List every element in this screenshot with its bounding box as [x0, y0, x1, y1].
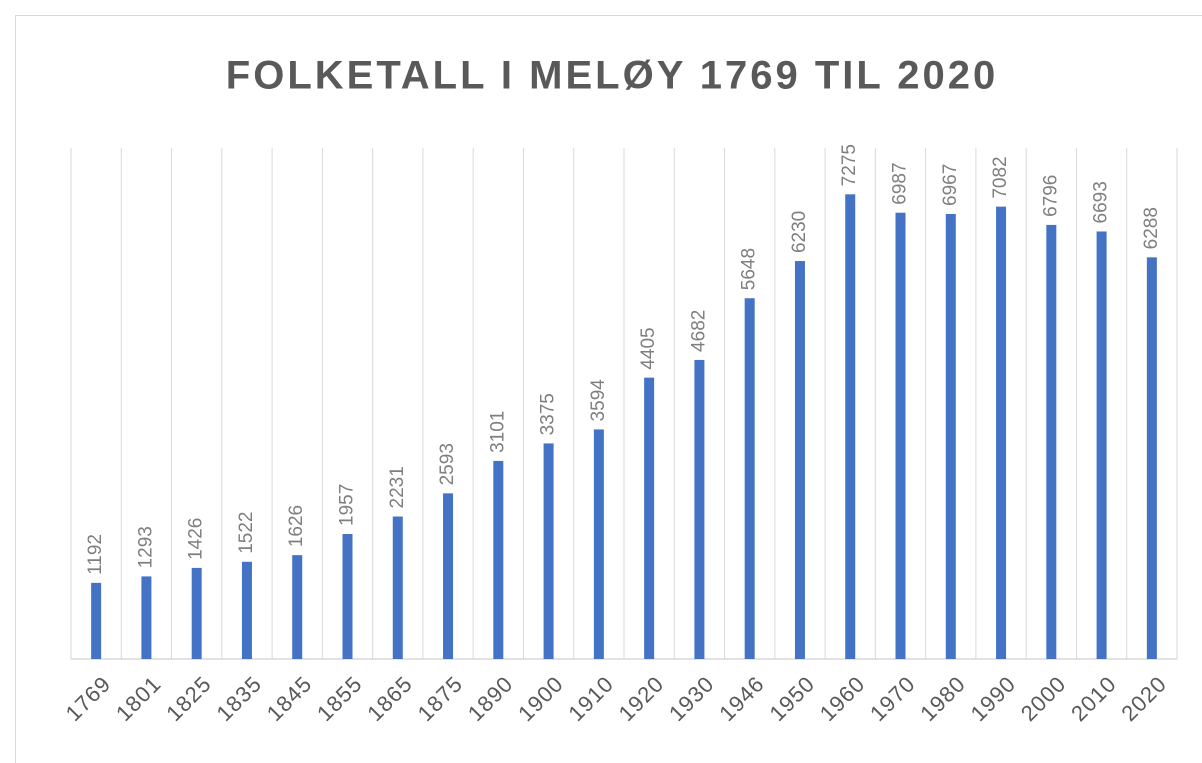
data-label: 6230 [789, 211, 810, 253]
data-label: 1426 [186, 518, 207, 560]
bar [644, 377, 655, 659]
bar [794, 261, 805, 659]
bar [593, 429, 604, 659]
bar [342, 533, 353, 659]
bar [945, 213, 956, 659]
bar [1146, 257, 1157, 659]
bar [1096, 231, 1107, 659]
bar [895, 212, 906, 659]
data-label: 4682 [688, 310, 709, 352]
chart-title: FOLKETALL I MELØY 1769 TIL 2020 [226, 54, 998, 98]
data-label: 3594 [588, 379, 609, 422]
data-label: 6967 [940, 164, 961, 206]
bar [543, 443, 554, 659]
data-label: 5648 [739, 248, 760, 290]
bar [141, 576, 152, 659]
data-label: 7082 [990, 156, 1011, 198]
data-label: 4405 [638, 327, 659, 369]
data-label: 6987 [890, 162, 911, 204]
data-label: 1522 [236, 512, 257, 554]
bar [191, 567, 202, 659]
bar [996, 206, 1007, 659]
bar [241, 561, 252, 659]
bar [744, 298, 755, 659]
data-label: 1957 [337, 484, 358, 526]
data-label: 7275 [839, 144, 860, 186]
data-label: 3101 [487, 411, 508, 453]
bar [443, 493, 454, 659]
bar [292, 555, 303, 659]
bar [91, 582, 102, 659]
data-label: 6288 [1141, 207, 1162, 249]
data-label: 6693 [1091, 181, 1112, 223]
data-label: 3375 [538, 393, 559, 435]
bar [1046, 224, 1057, 659]
data-label: 2231 [387, 466, 408, 508]
bar [694, 359, 705, 659]
data-label: 1626 [286, 505, 307, 547]
data-label: 1293 [135, 526, 156, 568]
bar [493, 460, 504, 659]
data-label: 2593 [437, 443, 458, 485]
bar [392, 516, 403, 659]
data-label: 1192 [85, 534, 106, 575]
data-label: 6796 [1040, 175, 1061, 217]
bar [845, 194, 856, 659]
